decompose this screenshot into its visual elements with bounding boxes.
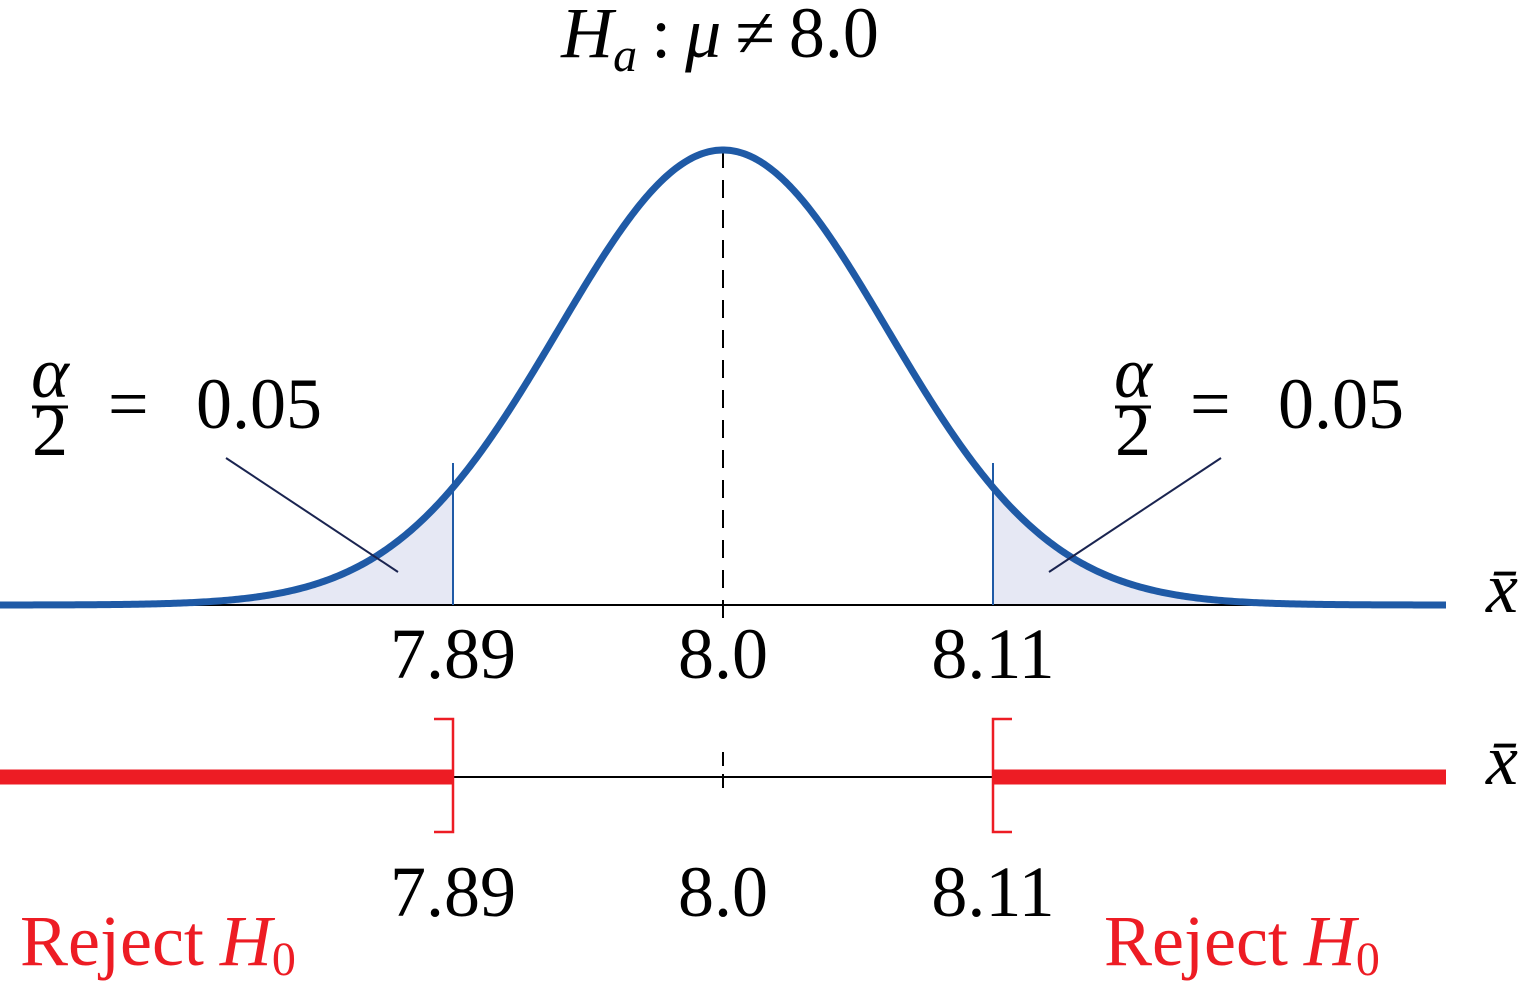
right-alpha-value: 0.05 [1278, 364, 1404, 444]
left-alpha-denominator: 2 [32, 391, 68, 471]
left-leader-line [225, 457, 399, 573]
left-equals: = [108, 364, 149, 444]
right-equals: = [1190, 364, 1231, 444]
left-reject-text: Reject [20, 901, 204, 981]
right-reject-text: Reject [1104, 901, 1288, 981]
hypothesis-colon: : [651, 0, 671, 73]
left-reject-label: Reject H0 [20, 901, 296, 982]
alternative-hypothesis: Ha: μ ≠ 8.0 [560, 0, 879, 82]
hypothesis-value: 8.0 [789, 0, 879, 73]
right-alpha-denominator: 2 [1115, 391, 1151, 471]
left-reject-subscript: 0 [272, 933, 296, 982]
right-bracket [991, 717, 1012, 834]
top-tick-upper: 8.11 [931, 614, 1054, 694]
right-tail-label: α 2 = 0.05 [1114, 333, 1404, 471]
bottom-tick-upper: 8.11 [931, 852, 1054, 932]
right-leader-line [1048, 457, 1222, 573]
bottom-axis-variable: x̄ [1485, 720, 1518, 800]
left-reject-symbol: H [219, 901, 276, 981]
normal-curve [0, 146, 1446, 609]
top-axis-variable: x̄ [1485, 548, 1518, 628]
right-reject-label: Reject H0 [1104, 901, 1380, 982]
hypothesis-symbol: H [560, 0, 617, 73]
hypothesis-mu: μ [684, 0, 721, 73]
hypothesis-subscript: a [613, 29, 637, 82]
top-tick-mean: 8.0 [678, 614, 768, 694]
right-alpha-numerator: α [1114, 333, 1153, 413]
left-alpha-numerator: α [31, 333, 70, 413]
top-tick-lower: 7.89 [390, 614, 516, 694]
bottom-tick-lower: 7.89 [390, 852, 516, 932]
right-reject-subscript: 0 [1356, 933, 1380, 982]
left-tail-label: α 2 = 0.05 [31, 333, 322, 471]
bottom-tick-mean: 8.0 [678, 852, 768, 932]
left-bracket [434, 717, 455, 834]
hypothesis-neq: ≠ [735, 0, 775, 73]
left-alpha-value: 0.05 [196, 364, 322, 444]
right-reject-symbol: H [1303, 901, 1360, 981]
